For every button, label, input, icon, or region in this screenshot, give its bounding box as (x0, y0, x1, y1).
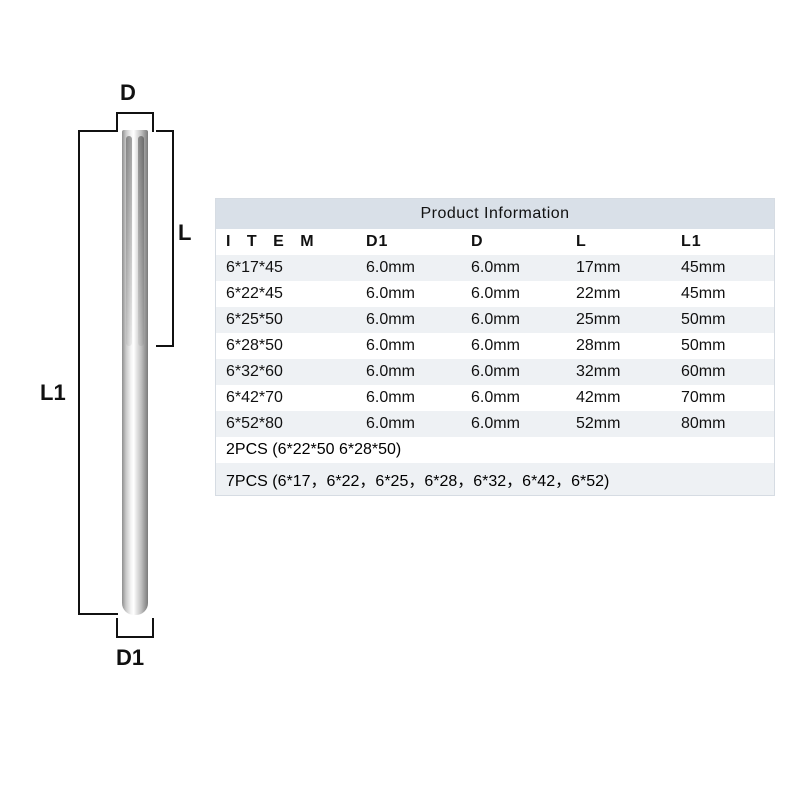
table-cell: 50mm (681, 337, 776, 355)
table-cell: 28mm (576, 337, 681, 355)
table-cell: 6.0mm (471, 259, 576, 277)
table-row: 6*17*456.0mm6.0mm17mm45mm (216, 255, 774, 281)
table-cell: 6.0mm (366, 259, 471, 277)
dim-label-d: D (120, 80, 136, 106)
dim-line (172, 130, 174, 347)
table-cell: 6.0mm (471, 337, 576, 355)
table-cell: 6.0mm (366, 415, 471, 433)
table-cell: 50mm (681, 311, 776, 329)
table-footnote: 7PCS (6*17，6*22，6*25，6*28，6*32，6*42，6*52… (216, 463, 774, 495)
table-header-row: I T E MD1DLL1 (216, 229, 774, 255)
table-row: 6*28*506.0mm6.0mm28mm50mm (216, 333, 774, 359)
table-cell: 6*22*45 (226, 285, 366, 303)
table-cell: 6.0mm (471, 311, 576, 329)
drill-bit-illustration (122, 130, 148, 615)
table-title: Product Information (216, 199, 774, 229)
table-header-cell: D1 (366, 233, 471, 251)
dim-line (116, 112, 154, 114)
dim-line (78, 130, 80, 615)
product-info-table: Product InformationI T E MD1DLL16*17*456… (215, 198, 775, 496)
table-footnote: 2PCS (6*22*50 6*28*50) (216, 437, 774, 463)
dim-line (152, 618, 154, 638)
table-row: 6*42*706.0mm6.0mm42mm70mm (216, 385, 774, 411)
product-spec-infographic: D D1 L L1 Product InformationI T E MD1DL… (0, 0, 800, 800)
table-cell: 6*17*45 (226, 259, 366, 277)
table-cell: 6*52*80 (226, 415, 366, 433)
table-cell: 70mm (681, 389, 776, 407)
table-cell: 25mm (576, 311, 681, 329)
table-header-cell: D (471, 233, 576, 251)
bit-dimension-diagram: D D1 L L1 (30, 70, 190, 650)
table-header-cell: L1 (681, 233, 776, 251)
table-cell: 6*42*70 (226, 389, 366, 407)
table-row: 6*32*606.0mm6.0mm32mm60mm (216, 359, 774, 385)
table-cell: 6.0mm (366, 337, 471, 355)
table-cell: 6*32*60 (226, 363, 366, 381)
table-cell: 6*25*50 (226, 311, 366, 329)
table-cell: 6.0mm (471, 389, 576, 407)
table-cell: 6.0mm (366, 363, 471, 381)
dim-line (78, 130, 118, 132)
table-cell: 32mm (576, 363, 681, 381)
dim-line (78, 613, 118, 615)
table-cell: 17mm (576, 259, 681, 277)
dim-line (116, 618, 118, 638)
table-cell: 6.0mm (366, 285, 471, 303)
dim-label-l: L (178, 220, 191, 246)
table-header-cell: I T E M (226, 233, 366, 251)
table-cell: 6.0mm (471, 285, 576, 303)
table-cell: 6*28*50 (226, 337, 366, 355)
table-cell: 45mm (681, 259, 776, 277)
table-row: 6*22*456.0mm6.0mm22mm45mm (216, 281, 774, 307)
table-header-cell: L (576, 233, 681, 251)
table-cell: 45mm (681, 285, 776, 303)
table-cell: 52mm (576, 415, 681, 433)
dim-label-d1: D1 (116, 645, 144, 671)
table-cell: 6.0mm (471, 363, 576, 381)
table-row: 6*52*806.0mm6.0mm52mm80mm (216, 411, 774, 437)
dim-label-l1: L1 (40, 380, 66, 406)
dim-line (116, 636, 154, 638)
table-cell: 42mm (576, 389, 681, 407)
table-cell: 6.0mm (366, 389, 471, 407)
table-cell: 22mm (576, 285, 681, 303)
table-cell: 60mm (681, 363, 776, 381)
table-row: 6*25*506.0mm6.0mm25mm50mm (216, 307, 774, 333)
dim-line (152, 112, 154, 132)
table-cell: 6.0mm (366, 311, 471, 329)
table-cell: 6.0mm (471, 415, 576, 433)
table-cell: 80mm (681, 415, 776, 433)
dim-line (116, 112, 118, 132)
